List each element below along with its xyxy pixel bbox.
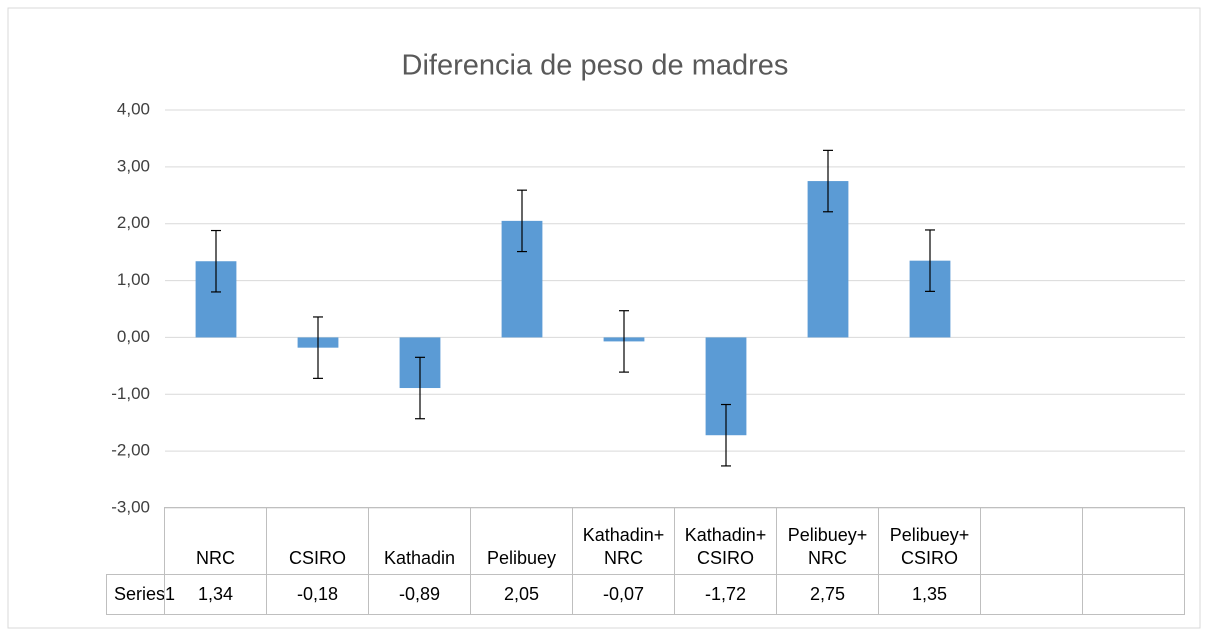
error-bar (823, 149, 833, 213)
table-value (980, 574, 1083, 615)
y-tick-label: 3,00 (117, 156, 150, 175)
error-bar (415, 356, 425, 420)
y-tick-label: 2,00 (117, 213, 150, 232)
legend-label: Series1 (114, 584, 176, 604)
y-tick-label: 4,00 (117, 99, 150, 118)
x-tick-label (980, 507, 1083, 575)
table-value: -0,18 (266, 574, 369, 615)
chart-title: Diferencia de peso de madres (402, 50, 789, 82)
y-tick-label: 1,00 (117, 270, 150, 289)
x-tick-label: Kathadin+ CSIRO (674, 507, 777, 575)
legend-cell: Series1 (106, 574, 175, 615)
error-bar (211, 229, 221, 293)
x-tick-label: Pelibuey+ CSIRO (878, 507, 981, 575)
error-bar (721, 403, 731, 467)
table-value: 1,34 (164, 574, 267, 615)
table-value: -0,89 (368, 574, 471, 615)
x-tick-label: Pelibuey+ NRC (776, 507, 879, 575)
x-tick-label: Kathadin+ NRC (572, 507, 675, 575)
y-tick-label: -3,00 (111, 497, 150, 516)
error-bar (619, 310, 629, 373)
x-tick-label: CSIRO (266, 507, 369, 575)
table-value (1082, 574, 1185, 615)
table-value: 1,35 (878, 574, 981, 615)
error-bar (517, 189, 527, 253)
error-bar (925, 229, 935, 292)
table-value: 2,05 (470, 574, 573, 615)
chart-frame (7, 7, 1201, 629)
x-tick-label: Pelibuey (470, 507, 573, 575)
x-tick-label: Kathadin (368, 507, 471, 575)
y-tick-label: -2,00 (111, 441, 150, 460)
table-value: -0,07 (572, 574, 675, 615)
y-tick-label: 0,00 (117, 327, 150, 346)
x-tick-label (1082, 507, 1185, 575)
y-tick-label: -1,00 (111, 384, 150, 403)
table-value: -1,72 (674, 574, 777, 615)
table-value: 2,75 (776, 574, 879, 615)
x-tick-label: NRC (164, 507, 267, 575)
error-bar (313, 316, 323, 379)
